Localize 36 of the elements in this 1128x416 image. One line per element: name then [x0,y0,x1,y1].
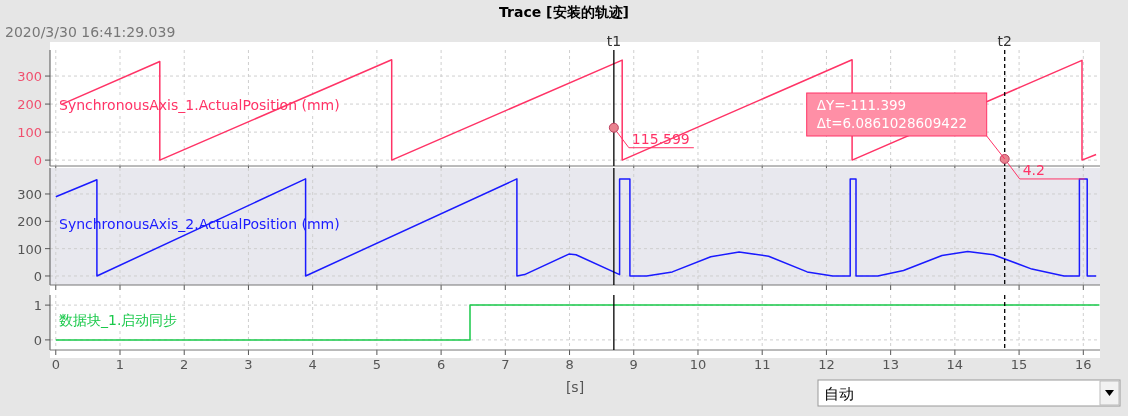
x-tick-label: 12 [818,357,835,372]
x-tick-label: 14 [946,357,964,372]
x-tick-label: 1 [115,357,125,372]
y-tick-label: 200 [17,97,42,113]
y-tick-label: 1 [33,298,42,314]
x-tick-label: 15 [1010,357,1028,372]
y-tick-label: 100 [17,241,42,257]
x-tick-label: 0 [51,357,60,372]
text: 自动 [824,385,854,403]
series-label: 数据块_1.启动同步 [59,312,178,329]
annotation: ΔY=-111.399 Δt=6.0861028609422 [816,97,968,131]
y-tick-label: 200 [17,214,42,230]
y-tick-label: 300 [17,186,42,202]
x-tick-label: 3 [244,357,253,372]
x-tick-label: 5 [372,357,382,372]
chart-title: Trace [安装的轨迹] [499,4,629,20]
x-tick-label: 16 [1075,357,1092,372]
annotation: 4.2 [1022,161,1045,178]
x-axis-title: [s] [565,379,585,395]
x-tick-label: 6 [436,357,446,372]
x-tick-label: 10 [689,357,707,372]
y-tick-label: 0 [33,332,42,348]
x-tick-label: 11 [753,357,771,372]
x-tick-label: 2 [180,357,189,372]
x-tick-label: 9 [629,357,638,372]
ref-line-label: t2 [997,33,1012,49]
y-tick-label: 0 [33,153,42,169]
x-tick-label: 4 [308,357,317,372]
chart-subtitle: 2020/3/30 16:41:29.039 [5,24,176,40]
ref-line-label: t1 [606,33,622,49]
y-tick-label: 0 [33,268,42,284]
y-tick-label: 100 [17,125,42,141]
x-tick-label: 7 [501,357,510,372]
x-tick-label: 13 [882,357,899,372]
x-tick-label: 8 [565,357,574,372]
y-tick-label: 300 [17,69,42,85]
